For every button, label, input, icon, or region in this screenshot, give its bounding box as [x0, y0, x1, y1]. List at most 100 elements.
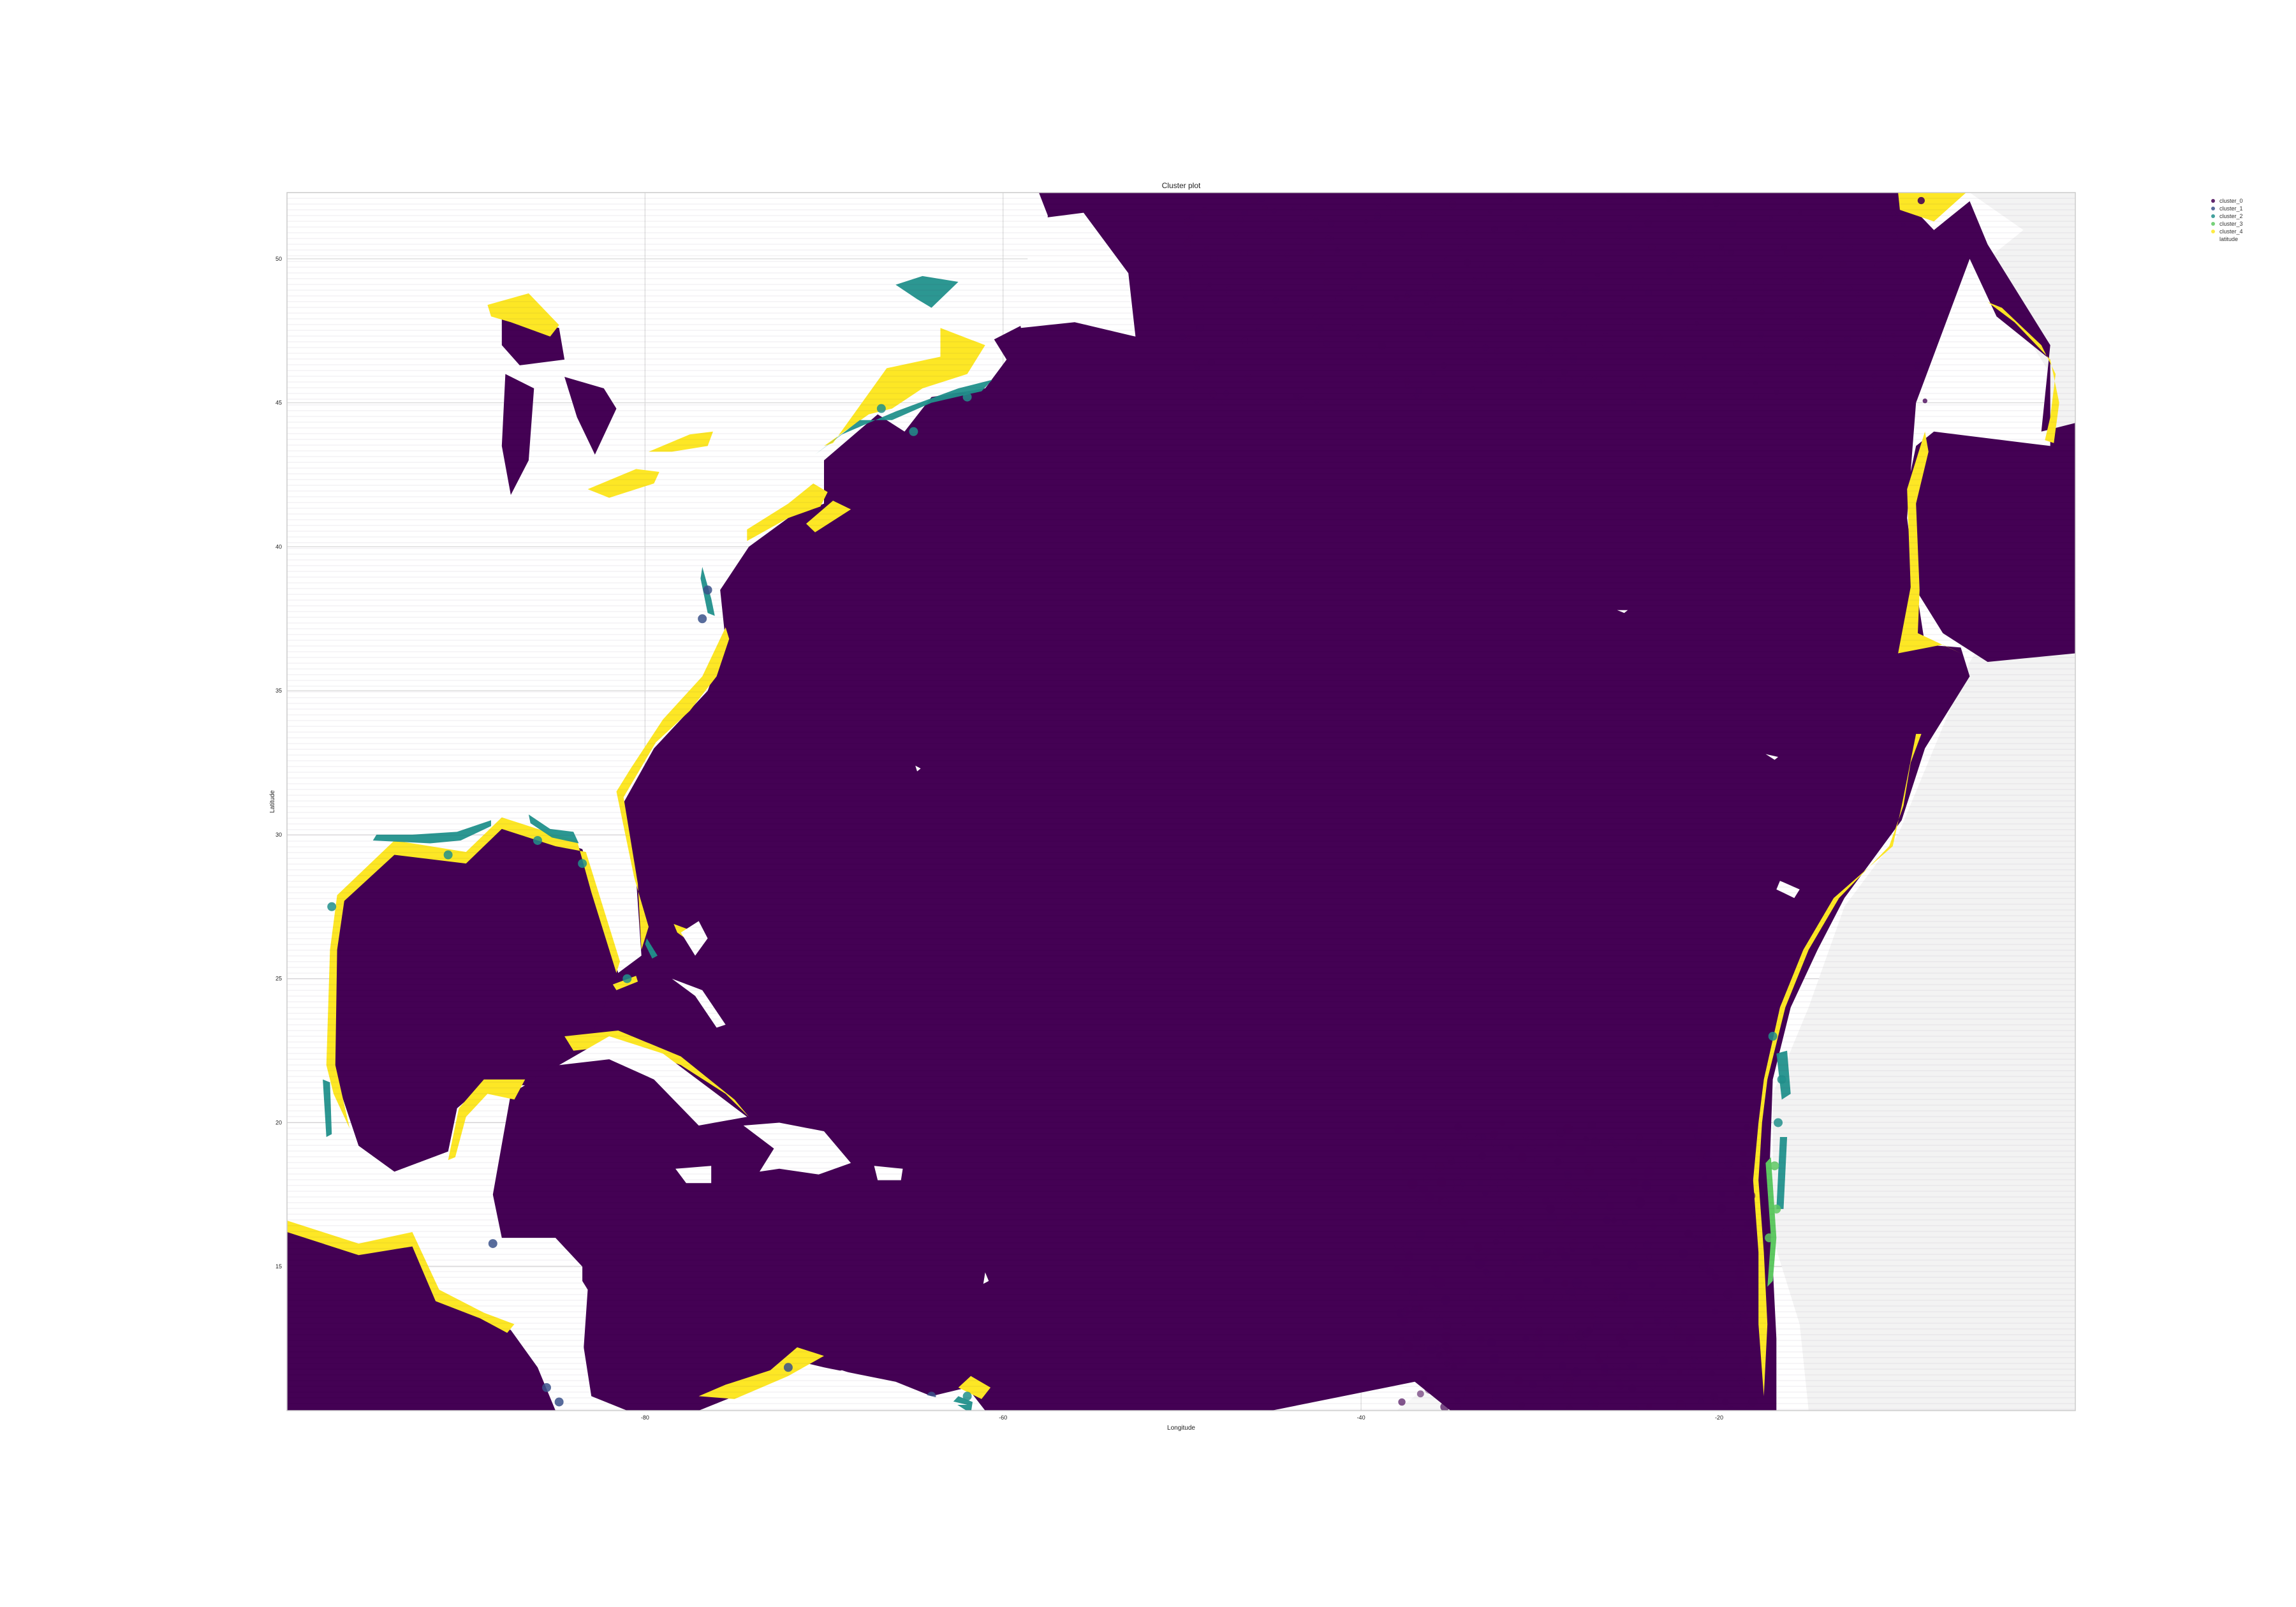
cluster_0-point	[1399, 231, 1406, 237]
shelf-cluster-4	[287, 1221, 515, 1333]
cluster_0-point	[1488, 209, 1493, 214]
cluster_0-point	[1680, 392, 1687, 399]
cluster_0-point	[1475, 1259, 1485, 1269]
cluster_0-point	[1586, 1326, 1593, 1334]
cluster_0-point	[1566, 288, 1575, 297]
cluster_0-point	[1681, 1289, 1688, 1295]
cluster_0-point	[1682, 202, 1687, 207]
cluster_0-point	[1454, 1123, 1462, 1131]
cluster_0-point	[1561, 311, 1568, 317]
cluster_0-point	[1635, 214, 1640, 219]
cluster_0-point	[1304, 388, 1309, 395]
cluster_0-point	[1504, 1271, 1511, 1278]
cluster_0-point	[1443, 1360, 1450, 1367]
cluster_2-point	[1768, 1032, 1777, 1041]
cluster_0-point	[1601, 1364, 1609, 1372]
island-land	[788, 1370, 968, 1405]
cluster_0-point	[1624, 1377, 1630, 1383]
cluster_0-point	[1522, 1131, 1529, 1139]
x-tick-label: -40	[1357, 1414, 1365, 1421]
cluster_0-point	[1500, 1349, 1506, 1354]
cluster_0-point	[1394, 1240, 1404, 1249]
cluster_0-point	[1566, 1405, 1573, 1411]
cluster_0-point	[1489, 1185, 1499, 1195]
cluster_0-point	[1563, 1217, 1571, 1226]
cluster_0-point	[1590, 196, 1596, 203]
cluster_0-point	[1256, 287, 1265, 295]
cluster_0-point	[1465, 1255, 1472, 1262]
cluster_0-point	[1705, 284, 1712, 291]
cluster_0-point	[1575, 1287, 1584, 1296]
cluster_0-point	[1374, 212, 1381, 220]
shelf-cluster-4	[649, 431, 713, 452]
island-land	[743, 1122, 851, 1175]
legend-entry: cluster_0	[2219, 198, 2243, 204]
cluster_0-point	[1557, 1341, 1564, 1348]
cluster_0-point	[1183, 308, 1189, 314]
cluster_0-point	[1313, 217, 1319, 223]
cluster_0-point	[1702, 355, 1707, 361]
cluster_0-point	[1404, 293, 1409, 299]
cluster_0-point	[1784, 250, 1791, 257]
y-tick-label: 40	[276, 543, 282, 550]
cluster_0-point	[1583, 196, 1587, 201]
cluster_0-point	[1592, 375, 1597, 380]
cluster_0-point	[1320, 263, 1325, 268]
cluster_0-point	[1394, 1124, 1402, 1133]
lake-michigan	[501, 374, 534, 495]
cluster_0-point	[1728, 249, 1735, 256]
cluster_0-point	[1407, 1178, 1418, 1189]
y-tick-label: 20	[276, 1119, 282, 1126]
cluster_0-point	[1207, 282, 1212, 287]
cluster_0-point	[1527, 1140, 1537, 1150]
cluster_0-point	[1640, 277, 1646, 283]
cluster_0-point	[1638, 383, 1646, 391]
cluster_0-point	[1348, 281, 1355, 289]
cluster_0-point	[1494, 348, 1500, 355]
cluster_0-point	[1422, 1154, 1427, 1160]
cluster_0-point	[1555, 1246, 1565, 1256]
cluster_0-point	[1571, 1214, 1578, 1221]
cluster_0-point	[1633, 1406, 1640, 1411]
cluster_0-point	[1522, 1254, 1532, 1264]
cluster_0-point	[1633, 1321, 1643, 1330]
cluster_0-point	[1736, 1275, 1747, 1286]
cluster_0-point	[1781, 244, 1788, 251]
cluster_0-point	[1545, 1307, 1552, 1314]
cluster_0-point	[1414, 393, 1419, 399]
cluster_0-point	[1461, 1130, 1468, 1136]
cluster_0-point	[1184, 274, 1191, 280]
cluster_0-point	[1839, 260, 1847, 268]
legend-marker	[2211, 199, 2215, 203]
cluster_0-point	[1712, 1398, 1719, 1405]
cluster_0-point	[1732, 298, 1737, 303]
cluster_0-point	[1557, 1139, 1566, 1148]
cluster_0-point	[1241, 210, 1248, 217]
cluster_0-point	[1415, 1230, 1425, 1240]
cluster_0-point	[1655, 1264, 1666, 1274]
cluster_0-point	[1891, 233, 1898, 240]
cluster_0-point	[1798, 210, 1803, 216]
cluster_0-point	[1507, 279, 1512, 283]
cluster_0-point	[1209, 390, 1217, 398]
cluster_0-point	[1626, 1293, 1635, 1303]
cluster_0-point	[1668, 1194, 1678, 1203]
cluster_0-point	[1360, 305, 1365, 310]
cluster_0-point	[1748, 1397, 1758, 1407]
cluster_0-point	[1478, 1152, 1487, 1160]
shelf-cluster-4	[806, 501, 851, 532]
cluster_0-point	[1447, 1154, 1453, 1161]
cluster_0-point	[1450, 321, 1455, 325]
cluster_0-point	[1312, 314, 1320, 322]
legend-marker	[2211, 207, 2215, 210]
cluster_0-point	[1571, 229, 1579, 237]
cluster_0-point	[1739, 1229, 1748, 1237]
cluster_0-point	[1561, 1280, 1569, 1288]
cluster_0-point	[1434, 1313, 1440, 1319]
cluster_0-point	[1481, 273, 1487, 279]
cluster_0-point	[1675, 197, 1683, 205]
cluster_0-point	[1669, 1319, 1677, 1328]
cluster_0-point	[1402, 307, 1409, 313]
cluster_0-point	[1335, 293, 1343, 302]
legend-marker	[2211, 214, 2215, 218]
